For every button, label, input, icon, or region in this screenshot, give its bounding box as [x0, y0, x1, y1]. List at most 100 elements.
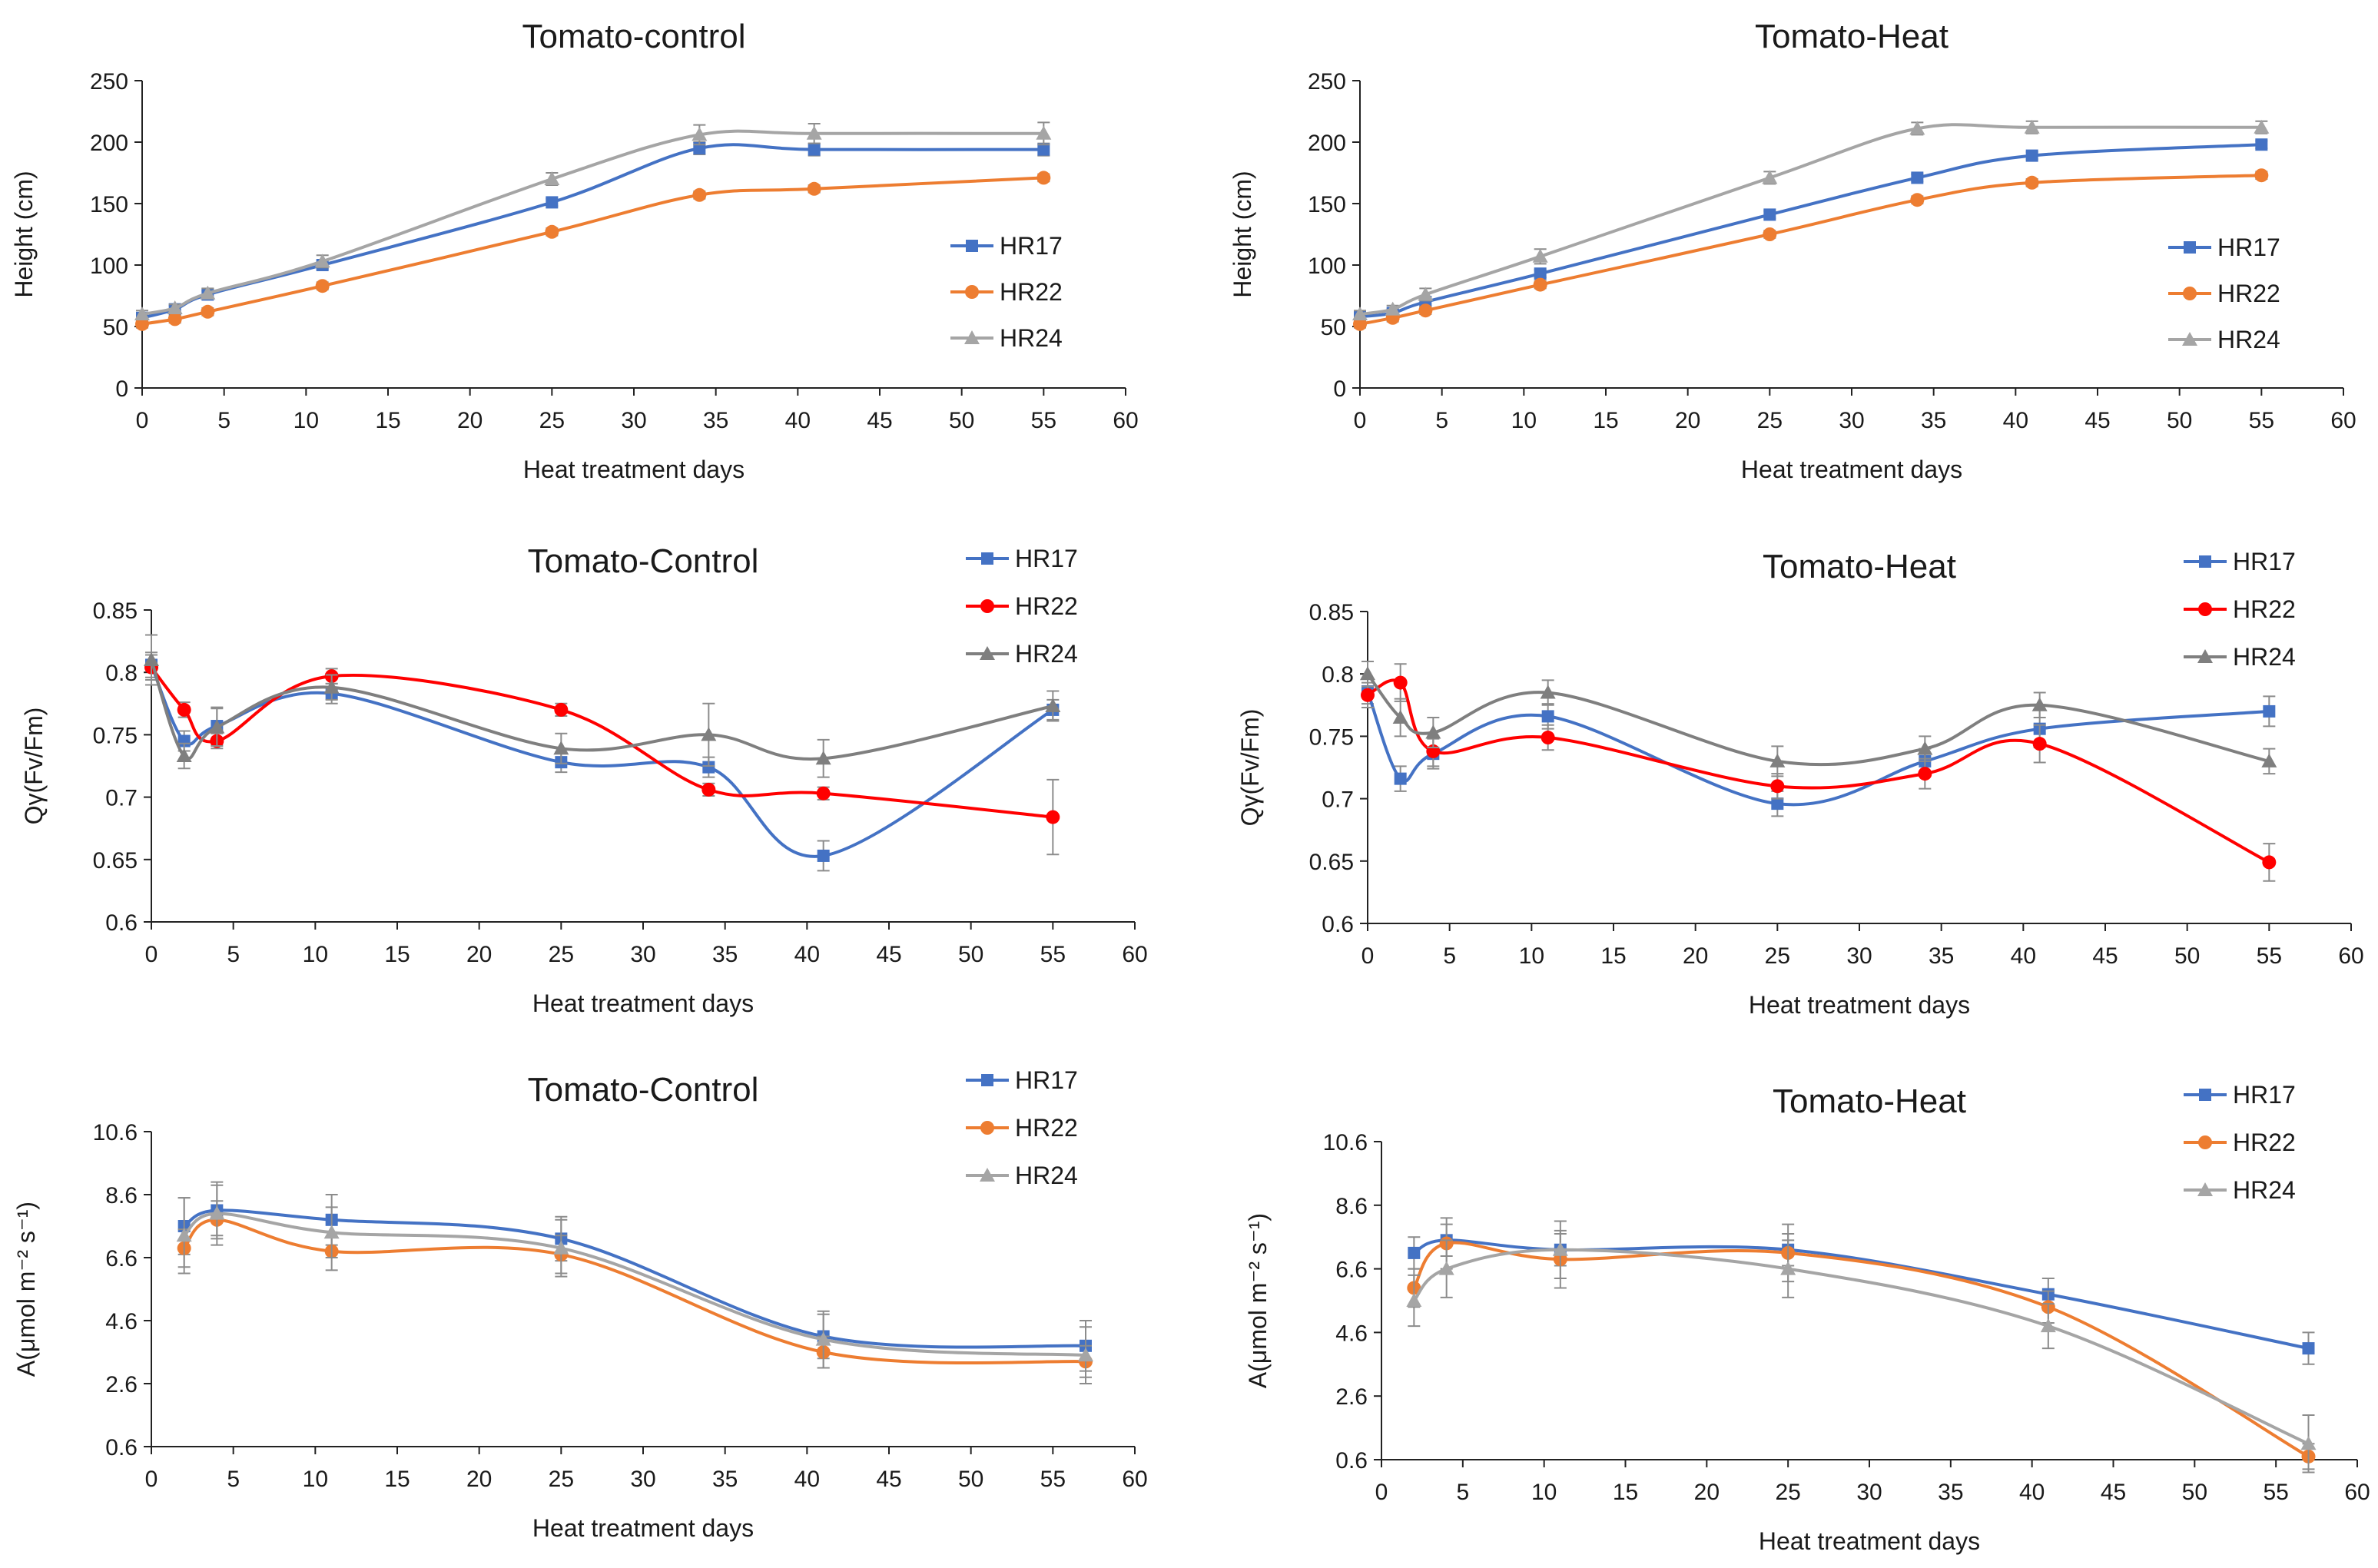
- legend-item-HR22: HR22: [950, 278, 1063, 306]
- data-point-HR22: [1763, 227, 1777, 241]
- data-point-HR24: [544, 171, 560, 185]
- y-tick-label: 0.7: [1322, 787, 1354, 813]
- series-line-HR24: [1359, 123, 2262, 316]
- legend-marker: [966, 240, 978, 252]
- series-HR22: [1353, 168, 2269, 331]
- series-HR17: [1408, 1223, 2315, 1365]
- chart-panel-4: Tomato-Heat 0 5 10 15 20 25 30 35 40 45 50 55 60 0.6 0.…: [1236, 548, 2364, 1019]
- x-tick-label: 30: [630, 942, 655, 967]
- x-axis-title: Heat treatment days: [532, 1514, 754, 1542]
- y-tick-label: 0.8: [1322, 662, 1354, 688]
- y-axis-title: Qγ(Fv/Fm): [1236, 709, 1264, 827]
- data-point-HR17: [546, 196, 559, 209]
- y-axis-title: Height (cm): [10, 171, 38, 297]
- data-point-HR24: [1425, 724, 1441, 739]
- data-point-HR22: [1393, 675, 1408, 690]
- legend-label: HR17: [1015, 545, 1078, 572]
- series-line-HR22: [150, 666, 1053, 819]
- y-tick-label: 100: [90, 254, 128, 279]
- legend-label: HR22: [1000, 278, 1063, 306]
- x-tick-label: 55: [1031, 408, 1056, 433]
- legend-marker: [980, 646, 995, 660]
- x-axis-title: Heat treatment days: [1759, 1527, 1980, 1555]
- y-tick-label: 0.85: [1309, 600, 1354, 625]
- x-tick-label: 35: [1921, 408, 1946, 433]
- x-tick-label: 40: [2003, 408, 2028, 433]
- x-tick-label: 45: [2101, 1480, 2126, 1505]
- legend-marker: [2199, 555, 2211, 568]
- legend-label: HR17: [2233, 1081, 2296, 1109]
- legend-marker: [964, 330, 980, 344]
- x-tick-label: 5: [1443, 943, 1456, 969]
- data-point-HR24: [701, 727, 717, 741]
- x-tick-label: 50: [2182, 1480, 2207, 1505]
- y-tick-label: 0: [115, 376, 128, 402]
- data-point-HR17: [2025, 149, 2038, 162]
- y-tick-label: 2.6: [105, 1372, 138, 1397]
- legend-label: HR24: [2233, 643, 2296, 671]
- data-point-HR22: [807, 181, 821, 196]
- x-tick-label: 5: [227, 942, 240, 967]
- data-point-HR24: [314, 254, 330, 268]
- series-HR24: [1406, 1220, 2317, 1474]
- y-tick-label: 150: [1308, 192, 1346, 217]
- series-line-HR22: [183, 1218, 1086, 1365]
- data-point-HR24: [1406, 1293, 1422, 1307]
- x-tick-label: 15: [384, 942, 410, 967]
- legend-label: HR22: [1015, 1114, 1078, 1142]
- legend-item-HR24: HR24: [966, 640, 1078, 668]
- legend-item-HR17: HR17: [966, 545, 1078, 572]
- y-tick-label: 0.75: [93, 723, 138, 748]
- y-tick-label: 150: [90, 192, 128, 217]
- y-tick-label: 0: [1333, 376, 1346, 402]
- data-point-HR24: [553, 741, 569, 755]
- data-point-HR24: [1385, 301, 1401, 316]
- y-tick-label: 0.65: [93, 848, 138, 874]
- data-point-HR22: [1770, 779, 1785, 794]
- series-HR24: [144, 634, 1061, 778]
- data-point-HR24: [1762, 170, 1778, 184]
- x-tick-label: 60: [2338, 943, 2363, 969]
- series-line-HR24: [150, 659, 1053, 761]
- y-tick-label: 8.6: [1335, 1194, 1368, 1219]
- chart-title: Tomato-Control: [528, 1071, 759, 1109]
- data-point-HR24: [209, 719, 225, 734]
- series-HR22: [177, 1200, 1093, 1378]
- data-point-HR24: [806, 125, 822, 140]
- legend-label: HR24: [2233, 1176, 2296, 1204]
- x-tick-label: 30: [1846, 943, 1872, 969]
- data-point-HR17: [2263, 704, 2276, 718]
- series-line-HR24: [183, 1212, 1086, 1357]
- series-line-HR17: [141, 143, 1044, 320]
- data-point-HR22: [554, 702, 569, 717]
- data-point-HR24: [553, 1240, 569, 1255]
- y-tick-label: 4.6: [1335, 1321, 1368, 1346]
- x-axis-title: Heat treatment days: [523, 456, 745, 483]
- x-tick-label: 15: [384, 1467, 410, 1492]
- data-point-HR17: [1534, 267, 1547, 280]
- x-tick-label: 15: [1613, 1480, 1638, 1505]
- x-tick-label: 50: [958, 942, 983, 967]
- data-point-HR22: [1541, 731, 1555, 745]
- x-tick-label: 0: [145, 1467, 158, 1492]
- legend-marker: [965, 285, 979, 299]
- legend-item-HR24: HR24: [966, 1162, 1078, 1189]
- legend-item-HR17: HR17: [950, 232, 1063, 260]
- x-tick-label: 5: [1435, 408, 1448, 433]
- y-tick-label: 50: [103, 315, 128, 340]
- x-tick-label: 5: [1456, 1480, 1469, 1505]
- data-point-HR22: [2032, 737, 2047, 751]
- data-point-HR24: [1917, 741, 1933, 755]
- x-tick-label: 0: [136, 408, 149, 433]
- x-tick-label: 20: [466, 942, 492, 967]
- x-tick-label: 30: [630, 1467, 655, 1492]
- legend-marker: [981, 1074, 993, 1086]
- data-point-HR22: [1036, 171, 1051, 185]
- legend-label: HR17: [1000, 232, 1063, 260]
- chart-panel-6: Tomato-Heat 0 5 10 15 20 25 30 35 40 45 50 55 60 0.6 2.…: [1244, 1081, 2370, 1555]
- series-HR24: [1360, 660, 2277, 777]
- data-point-HR24: [2040, 1318, 2056, 1333]
- chart-title: Tomato-control: [522, 18, 745, 55]
- y-tick-label: 6.6: [105, 1246, 138, 1271]
- data-point-HR17: [1541, 710, 1554, 723]
